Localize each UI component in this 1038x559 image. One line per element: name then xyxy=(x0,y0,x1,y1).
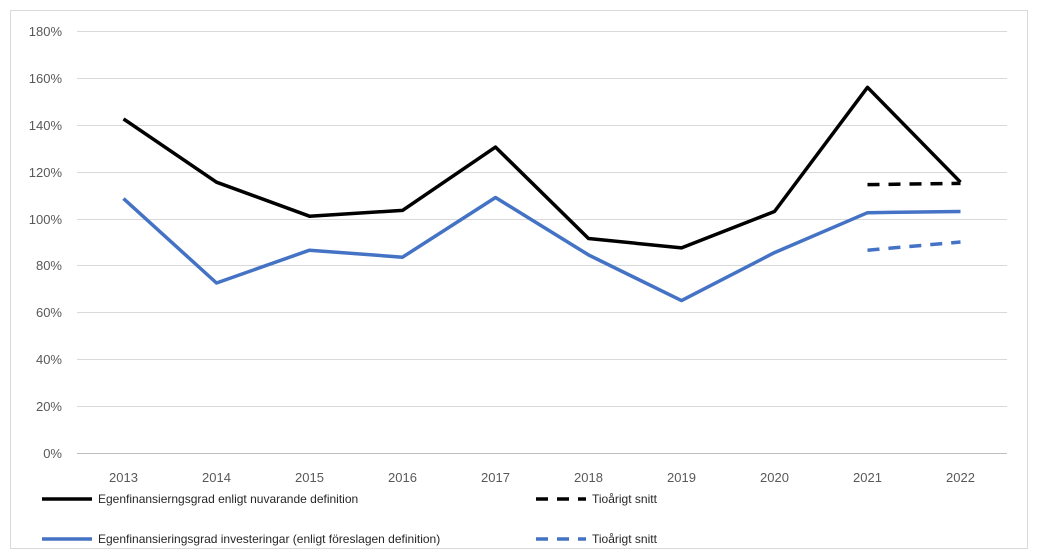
series-line-3 xyxy=(122,195,961,303)
y-tick-label: 120% xyxy=(29,165,63,180)
x-tick-label: 2017 xyxy=(481,470,510,485)
y-tick-label: 60% xyxy=(36,305,62,320)
y-axis-ticks: 0% 20% 40% 60% 80% 100% 120% 140% 160% 180% xyxy=(29,24,63,461)
series-lines xyxy=(122,85,962,303)
legend-label: Egenfinansierngsgrad enligt nuvarande de… xyxy=(98,492,358,506)
x-axis-ticks: 2013 2014 2015 2016 2017 2018 2019 2020 2021 2022 xyxy=(109,470,975,485)
series-line-4 xyxy=(867,240,961,252)
legend-label: Tioårigt snitt xyxy=(592,492,658,506)
series-line-2 xyxy=(867,181,961,187)
x-tick-label: 2020 xyxy=(760,470,789,485)
x-tick-label: 2015 xyxy=(295,470,324,485)
y-tick-label: 40% xyxy=(36,352,62,367)
y-tick-label: 80% xyxy=(36,258,62,273)
y-tick-label: 100% xyxy=(29,212,63,227)
series-line-1 xyxy=(122,85,962,250)
legend: Egenfinansierngsgrad enligt nuvarande de… xyxy=(42,492,658,546)
x-tick-label: 2018 xyxy=(574,470,603,485)
x-tick-label: 2019 xyxy=(667,470,696,485)
y-tick-label: 180% xyxy=(29,24,63,39)
legend-label: Egenfinansieringsgrad investeringar (enl… xyxy=(98,532,440,546)
legend-label: Tioårigt snitt xyxy=(592,532,658,546)
x-tick-label: 2013 xyxy=(109,470,138,485)
gridlines xyxy=(77,31,1007,454)
y-tick-label: 140% xyxy=(29,118,63,133)
y-tick-label: 0% xyxy=(43,446,62,461)
x-tick-label: 2021 xyxy=(853,470,882,485)
x-tick-label: 2016 xyxy=(388,470,417,485)
y-tick-label: 20% xyxy=(36,399,62,414)
y-tick-label: 160% xyxy=(29,71,63,86)
x-tick-label: 2022 xyxy=(946,470,975,485)
x-tick-label: 2014 xyxy=(202,470,231,485)
chart-border xyxy=(10,10,1028,549)
